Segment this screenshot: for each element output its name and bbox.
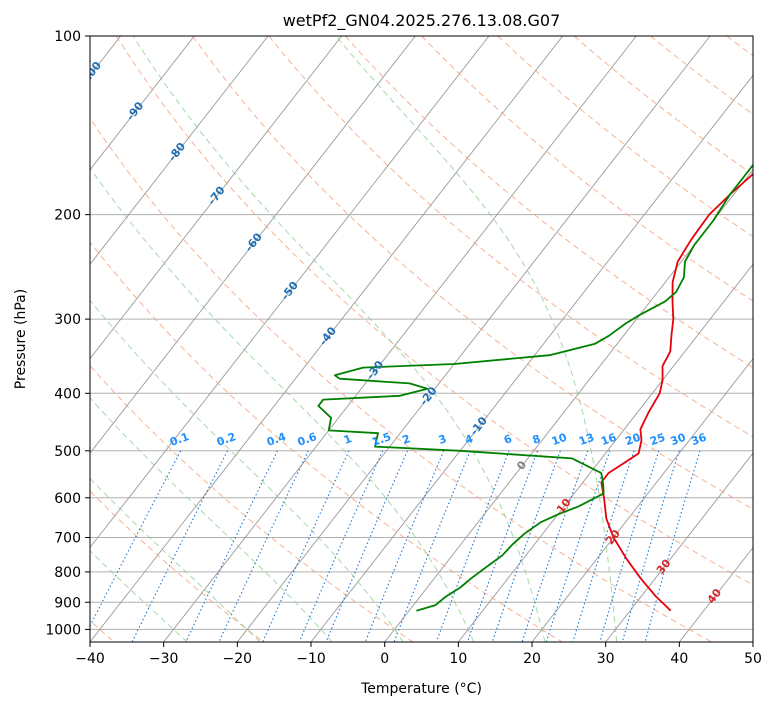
mixing-ratio-line xyxy=(131,450,228,642)
x-tick-label: 50 xyxy=(744,651,762,667)
mixing-ratio-label: 3 xyxy=(437,432,449,447)
isotherm-line xyxy=(90,36,490,549)
mixing-ratio-label: 1 xyxy=(342,432,354,447)
mixing-ratio-label: 13 xyxy=(577,431,596,448)
chart-title: wetPf2_GN04.2025.276.13.08.G07 xyxy=(283,11,561,31)
moist-adiabat-line xyxy=(90,550,188,642)
y-tick-label: 900 xyxy=(54,595,81,611)
x-axis-ticks: −40 −30 −20 −10 0 10 20 30 40 50 xyxy=(75,642,762,667)
mixing-ratio-label: 30 xyxy=(669,431,688,449)
mixing-ratio-label: 8 xyxy=(531,432,543,447)
x-tick-label: −30 xyxy=(149,651,179,667)
mixing-ratio-line xyxy=(218,450,309,642)
y-tick-label: 700 xyxy=(54,531,81,547)
moist-adiabat-line xyxy=(90,477,261,642)
y-tick-label: 100 xyxy=(54,29,81,45)
isotherm-line xyxy=(90,36,416,454)
mixing-ratio-label: 20 xyxy=(623,431,642,449)
y-axis-title: Pressure (hPa) xyxy=(13,289,29,389)
x-tick-label: −10 xyxy=(296,651,326,667)
moist-adiabat-line xyxy=(132,36,546,642)
mixing-ratio-label: 0.1 xyxy=(168,430,191,449)
moist-adiabat-line xyxy=(90,397,333,642)
dry-adiabat-line xyxy=(192,36,753,510)
mixing-ratio-line xyxy=(364,450,445,642)
dry-adiabat-line xyxy=(268,36,753,438)
mixing-ratio-line xyxy=(262,450,350,642)
isotherm-line xyxy=(605,452,753,642)
isotherm-line xyxy=(163,36,637,642)
mixing-ratio-label: 10 xyxy=(550,431,569,449)
temperature-line xyxy=(600,172,753,612)
mixing-ratio-line xyxy=(572,450,635,642)
mixing-ratio-label: 36 xyxy=(689,431,708,449)
isotherm-line xyxy=(90,36,195,171)
isotherm-line xyxy=(90,36,343,360)
isotherm-line xyxy=(531,357,753,642)
isotherm-line xyxy=(457,263,753,642)
mixing-ratio-line xyxy=(185,450,278,642)
mixing-ratio-label: 0.2 xyxy=(215,430,238,449)
mixing-ratio-label: 16 xyxy=(599,431,618,449)
mixing-ratio-lines xyxy=(90,450,701,642)
x-tick-label: 30 xyxy=(597,651,615,667)
dry-adiabat-line xyxy=(90,241,563,642)
y-axis-ticks: 100 200 300 400 500 600 700 800 900 1000 xyxy=(45,29,90,638)
y-tick-label: 600 xyxy=(54,491,81,507)
isotherm-line xyxy=(236,36,711,642)
mixing-ratio-label: 25 xyxy=(648,431,667,448)
isotherm-lines xyxy=(90,36,753,642)
y-tick-label: 300 xyxy=(54,312,81,328)
mixing-ratio-label: 6 xyxy=(502,432,514,447)
pressure-gridlines xyxy=(90,36,753,630)
mixing-ratio-line xyxy=(644,450,701,642)
x-tick-label: 10 xyxy=(449,651,467,667)
y-tick-label: 800 xyxy=(54,565,81,581)
dewpoint-line xyxy=(317,163,753,612)
mixing-ratio-line xyxy=(393,450,471,642)
mixing-ratio-label: 2 xyxy=(400,432,412,447)
y-tick-label: 400 xyxy=(54,386,81,402)
mixing-ratio-line xyxy=(466,450,539,642)
isotherm-line xyxy=(90,36,564,642)
isotherm-line xyxy=(384,169,753,642)
y-tick-label: 1000 xyxy=(45,622,81,638)
y-tick-label: 500 xyxy=(54,444,81,460)
mixing-ratio-label: 0.4 xyxy=(265,430,288,449)
isotherm-line xyxy=(310,74,753,642)
mixing-ratio-line xyxy=(435,450,510,642)
dry-adiabat-line xyxy=(90,490,264,642)
mixing-ratio-label: 0.6 xyxy=(296,430,319,449)
dry-adiabat-line xyxy=(90,364,414,642)
dry-adiabat-line xyxy=(115,36,753,586)
mixing-ratio-label: 4 xyxy=(463,432,475,447)
sounding-series xyxy=(317,163,753,612)
y-tick-label: 200 xyxy=(54,208,81,224)
mixing-ratio-line xyxy=(621,450,680,642)
plot-frame xyxy=(89,35,754,643)
x-tick-label: −20 xyxy=(223,651,253,667)
mixing-ratio-line xyxy=(521,450,589,642)
x-tick-label: −40 xyxy=(75,651,105,667)
mixing-ratio-line xyxy=(545,450,611,642)
x-axis-title: Temperature (°C) xyxy=(360,681,482,697)
isotherm-line xyxy=(90,36,269,265)
dry-adiabat-line xyxy=(90,117,712,642)
x-tick-label: 20 xyxy=(523,651,541,667)
moist-adiabat-line xyxy=(90,167,475,642)
dry-adiabat-lines xyxy=(90,36,753,642)
x-tick-label: 40 xyxy=(670,651,688,667)
mixing-ratio-line xyxy=(491,450,561,642)
mixing-ratio-label: 1.5 xyxy=(370,430,393,449)
moist-adiabat-line xyxy=(90,299,404,642)
x-tick-label: 0 xyxy=(380,651,389,667)
mixing-ratio-line xyxy=(90,450,182,628)
